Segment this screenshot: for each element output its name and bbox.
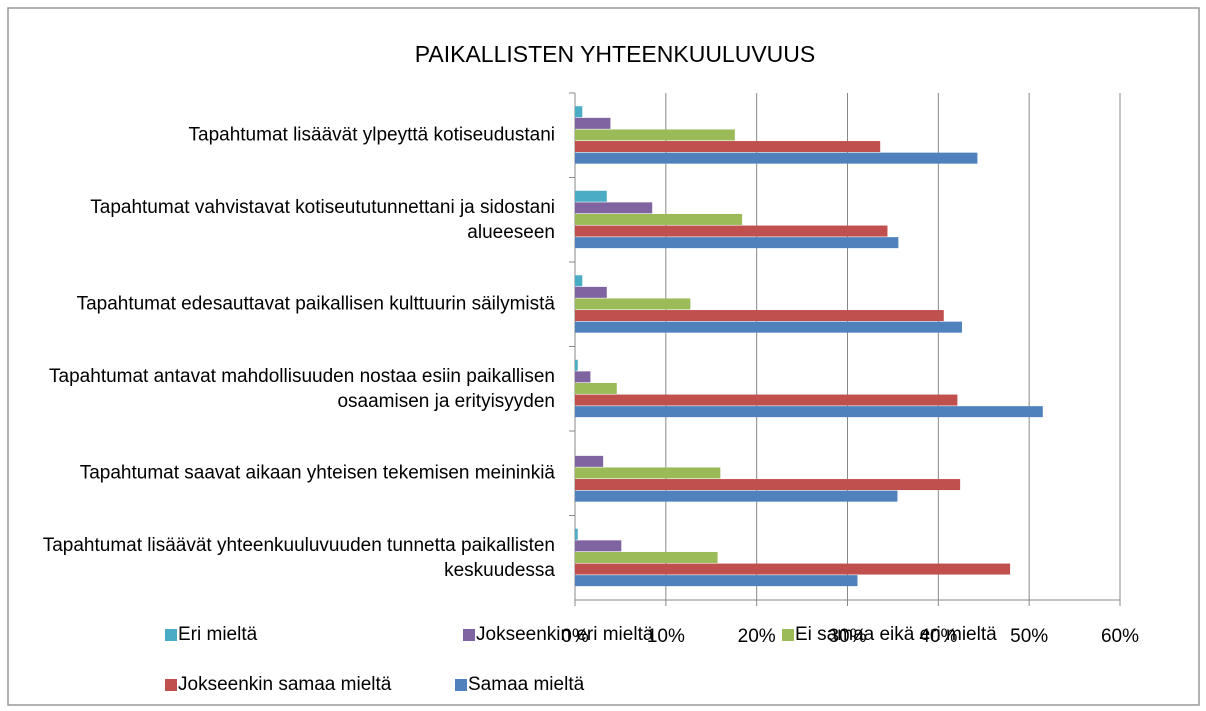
legend-swatch bbox=[463, 629, 475, 641]
legend-label: Jokseenkin eri mieltä bbox=[476, 624, 654, 645]
bar bbox=[575, 310, 944, 322]
legend-swatch bbox=[165, 679, 177, 691]
bar bbox=[575, 275, 583, 287]
y-tick-label: Tapahtumat antavat mahdollisuuden nostaa… bbox=[49, 365, 555, 412]
legend-swatch bbox=[165, 629, 177, 641]
bar bbox=[575, 371, 591, 383]
legend-label: Jokseenkin samaa mieltä bbox=[178, 674, 392, 695]
bar bbox=[575, 106, 583, 118]
bar bbox=[575, 528, 578, 540]
bar bbox=[575, 467, 721, 479]
chart-title: PAIKALLISTEN YHTEENKUULUVUUS bbox=[415, 41, 816, 67]
bar bbox=[575, 551, 718, 563]
bar bbox=[575, 213, 743, 225]
bar bbox=[575, 237, 899, 249]
bar bbox=[575, 286, 607, 298]
legend-swatch bbox=[455, 679, 467, 691]
x-tick-label: 10% bbox=[647, 626, 685, 647]
bar bbox=[575, 129, 735, 141]
x-tick-label: 40% bbox=[919, 626, 957, 647]
legend-label: Samaa mieltä bbox=[468, 674, 585, 695]
bar bbox=[575, 563, 1011, 575]
y-tick-label: Tapahtumat edesauttavat paikallisen kult… bbox=[76, 293, 555, 315]
legend-label: Eri mieltä bbox=[178, 624, 258, 645]
bar bbox=[575, 575, 858, 587]
bar bbox=[575, 190, 607, 202]
y-tick-label: Tapahtumat saavat aikaan yhteisen tekemi… bbox=[79, 462, 555, 484]
bar bbox=[575, 152, 978, 164]
x-tick-label: 30% bbox=[828, 626, 866, 647]
bar bbox=[575, 455, 604, 467]
bar bbox=[575, 540, 622, 552]
legend-label: Ei samaa eikä eri mieltä bbox=[795, 624, 997, 645]
bar bbox=[575, 394, 958, 406]
bar bbox=[575, 225, 888, 237]
x-tick-label: 50% bbox=[1010, 626, 1048, 647]
y-tick-label: Tapahtumat lisäävät ylpeyttä kotiseudust… bbox=[188, 124, 556, 146]
x-tick-label: 60% bbox=[1101, 626, 1139, 647]
bar bbox=[575, 490, 898, 502]
bar bbox=[575, 117, 611, 129]
bar bbox=[575, 479, 961, 491]
bar bbox=[575, 382, 617, 394]
y-tick-label: Tapahtumat vahvistavat kotiseututunnetta… bbox=[90, 196, 555, 243]
bar bbox=[575, 298, 691, 310]
bar bbox=[575, 406, 1043, 418]
x-tick-label: 20% bbox=[738, 626, 776, 647]
x-tick-label: 0% bbox=[561, 626, 589, 647]
bar bbox=[575, 321, 962, 333]
bar bbox=[575, 202, 653, 214]
bar bbox=[575, 359, 578, 371]
bar bbox=[575, 141, 881, 153]
y-tick-label: Tapahtumat lisäävät yhteenkuuluvuuden tu… bbox=[42, 534, 555, 581]
legend-swatch bbox=[782, 629, 794, 641]
